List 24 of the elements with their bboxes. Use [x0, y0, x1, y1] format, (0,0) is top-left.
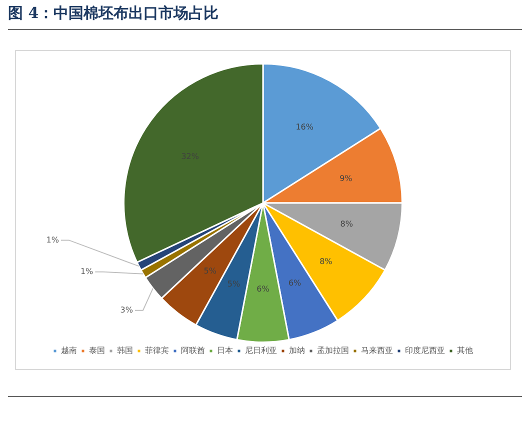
legend-label: 加纳 [289, 346, 305, 356]
legend-label: 尼日利亚 [245, 346, 277, 356]
data-label: 6% [288, 278, 302, 288]
data-label: 8% [340, 220, 354, 229]
legend-label: 日本 [217, 346, 233, 356]
data-label: 6% [256, 284, 270, 294]
legend-label: 马来西亚 [361, 346, 393, 356]
data-label: 1% [80, 266, 94, 276]
data-label: 8% [320, 257, 333, 266]
legend-label: 越南 [61, 346, 77, 356]
data-label: 3% [120, 305, 134, 314]
legend-label: 韩国 [117, 346, 133, 356]
data-label: 16% [296, 122, 314, 132]
legend-label: 印度尼西亚 [405, 346, 445, 356]
data-label: 9% [340, 174, 353, 183]
data-label: 1% [46, 235, 60, 244]
legend-label: 菲律宾 [145, 346, 169, 356]
legend-label: 泰国 [89, 346, 105, 356]
legend-label: 阿联酋 [181, 346, 205, 356]
data-label: 5% [204, 266, 217, 276]
data-label: 5% [227, 279, 240, 288]
legend-label: 其他 [457, 346, 473, 356]
legend-label: 孟加拉国 [317, 346, 349, 356]
chart-title: 图 4：中国棉坯布出口市场占比 [8, 4, 522, 30]
